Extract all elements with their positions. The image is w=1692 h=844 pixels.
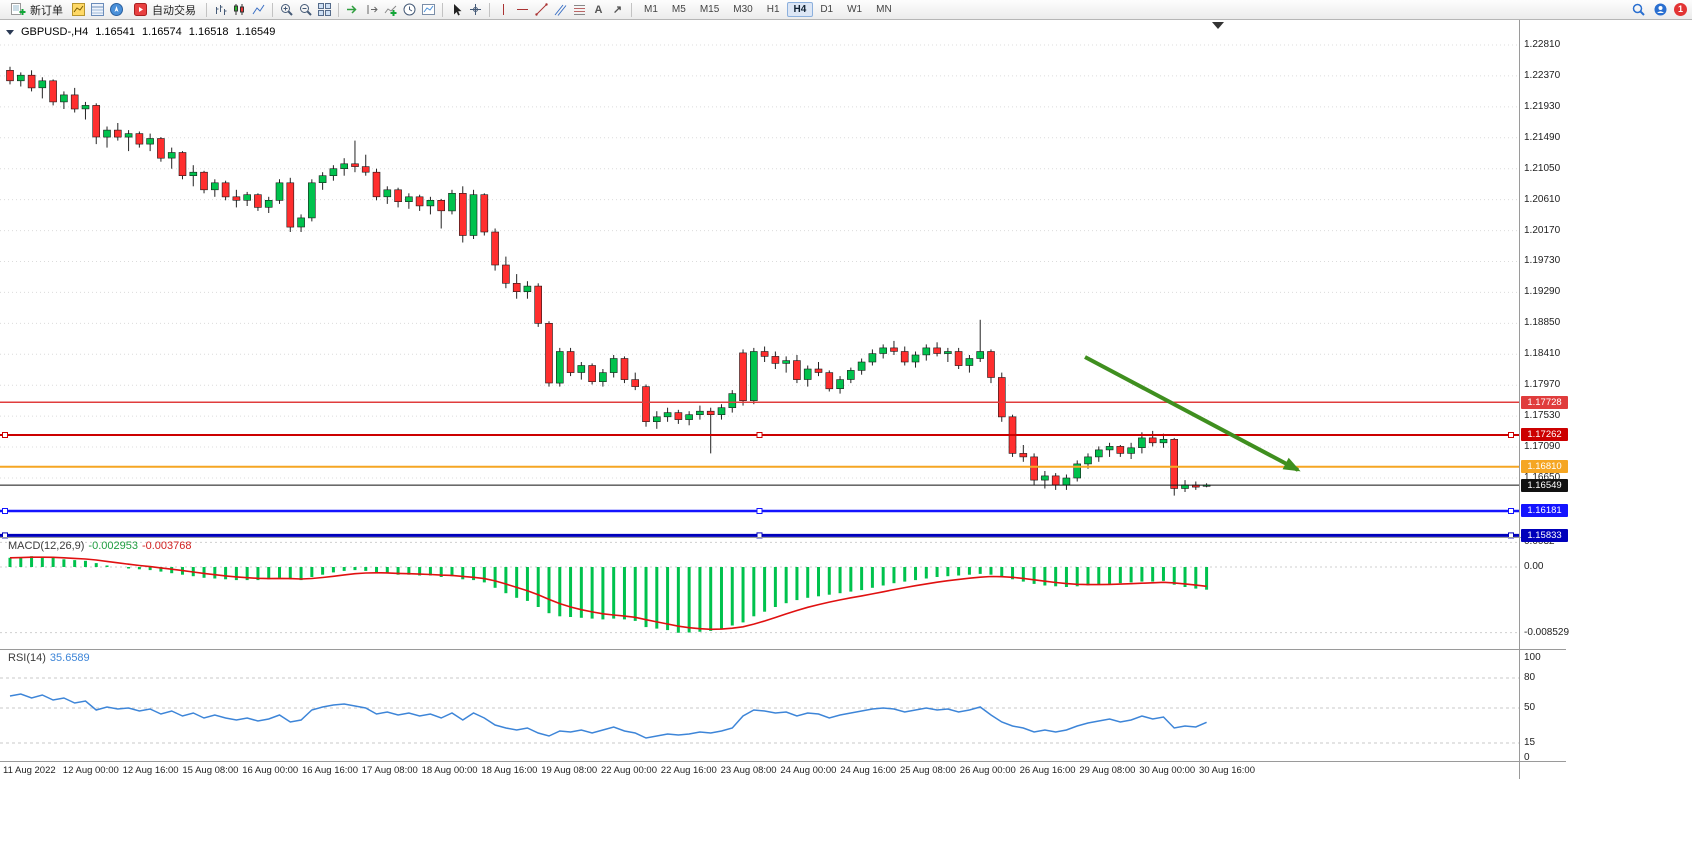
symbol-dropdown-icon[interactable] [6, 29, 14, 35]
tf-button-m1[interactable]: M1 [637, 2, 665, 17]
candlestick-chart-icon[interactable] [231, 2, 248, 18]
toolbar-separator [631, 2, 632, 17]
macd-name: MACD(12,26,9) [8, 540, 85, 552]
tf-button-w1[interactable]: W1 [840, 2, 869, 17]
periods-icon[interactable] [401, 2, 418, 18]
symbol-timeframe-label: GBPUSD-,H4 [21, 26, 89, 38]
macd-signal-value: -0.003768 [141, 540, 192, 552]
rsi-name: RSI(14) [8, 652, 46, 664]
trendline-icon[interactable] [533, 2, 550, 18]
horizontal-line-icon[interactable] [514, 2, 531, 18]
bar-chart-icon[interactable] [212, 2, 229, 18]
tf-button-d1[interactable]: D1 [813, 2, 840, 17]
macd-main-value: -0.002953 [88, 540, 138, 552]
toolbar: 新订单 自动交易 A ↗ M1 M5 M15 M30 H1 [0, 0, 1692, 20]
channel-icon[interactable] [552, 2, 569, 18]
tf-button-m5[interactable]: M5 [665, 2, 693, 17]
zoom-in-icon[interactable] [278, 2, 295, 18]
timeframe-toolbar: M1 M5 M15 M30 H1 H4 D1 W1 MN [637, 2, 899, 17]
vertical-line-icon[interactable] [495, 2, 512, 18]
navigator-icon[interactable] [108, 2, 125, 18]
indicators-icon[interactable] [382, 2, 399, 18]
tf-button-m30[interactable]: M30 [726, 2, 759, 17]
chart-symbol-header: GBPUSD-,H4 1.16541 1.16574 1.16518 1.165… [6, 26, 275, 38]
auto-trading-button[interactable]: 自动交易 [127, 0, 201, 20]
crosshair-icon[interactable] [467, 2, 484, 18]
toolbar-separator [272, 2, 273, 17]
time-axis[interactable] [0, 762, 1520, 779]
line-chart-icon[interactable] [250, 2, 267, 18]
cursor-icon[interactable] [448, 2, 465, 18]
new-order-icon [10, 2, 27, 18]
toolbar-separator [206, 2, 207, 17]
fibonacci-icon[interactable] [571, 2, 588, 18]
new-order-button[interactable]: 新订单 [5, 0, 68, 20]
zoom-out-icon[interactable] [297, 2, 314, 18]
rsi-value: 35.6589 [49, 652, 90, 664]
tf-button-h4[interactable]: H4 [786, 2, 814, 17]
text-tool-icon[interactable]: A [594, 3, 603, 16]
tf-button-mn[interactable]: MN [869, 2, 899, 17]
chart-shift-icon[interactable] [363, 2, 380, 18]
rsi-label: RSI(14) 35.6589 [8, 652, 90, 664]
low-value: 1.16518 [188, 26, 229, 38]
toolbar-separator [338, 2, 339, 17]
macd-label: MACD(12,26,9) -0.002953 -0.003768 [8, 540, 192, 552]
community-icon[interactable] [1652, 2, 1669, 18]
auto-trading-icon [132, 2, 149, 18]
notification-badge[interactable]: 1 [1674, 3, 1687, 16]
tile-windows-icon[interactable] [316, 2, 333, 18]
open-value: 1.16541 [95, 26, 136, 38]
high-value: 1.16574 [142, 26, 182, 38]
toolbar-right-group: 1 [1630, 2, 1687, 18]
data-window-icon[interactable] [89, 2, 106, 18]
templates-icon[interactable] [420, 2, 437, 18]
tf-button-h1[interactable]: H1 [760, 2, 787, 17]
market-watch-icon[interactable] [70, 2, 87, 18]
tf-button-m15[interactable]: M15 [693, 2, 726, 17]
new-order-label: 新订单 [30, 4, 63, 17]
toolbar-separator [489, 2, 490, 17]
price-axis[interactable] [1520, 20, 1566, 761]
toolbar-separator [442, 2, 443, 17]
search-icon[interactable] [1630, 2, 1647, 18]
auto-scroll-icon[interactable] [344, 2, 361, 18]
auto-trading-label: 自动交易 [152, 4, 196, 17]
close-value: 1.16549 [235, 26, 276, 38]
arrow-tool-icon[interactable]: ↗ [612, 4, 623, 16]
